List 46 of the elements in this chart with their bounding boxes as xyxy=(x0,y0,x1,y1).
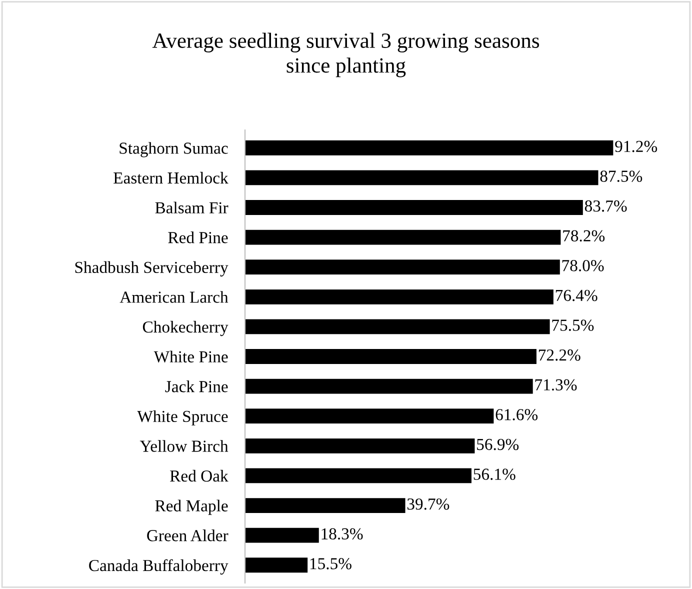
bar xyxy=(245,498,406,513)
data-label: 15.5% xyxy=(310,558,352,570)
bar xyxy=(245,558,308,573)
y-tick-label: Eastern Hemlock xyxy=(114,172,228,184)
bar xyxy=(245,319,550,334)
y-tick-label: Red Oak xyxy=(170,470,228,482)
bar xyxy=(245,349,536,364)
bar xyxy=(245,468,472,484)
data-label: 75.5% xyxy=(552,320,594,331)
y-tick-label: Staghorn Sumac xyxy=(120,142,228,158)
data-label: 56.1% xyxy=(474,468,516,480)
bar xyxy=(245,230,561,245)
data-label: 39.7% xyxy=(407,498,450,510)
data-label: 18.3% xyxy=(322,528,363,540)
data-label: 78.0% xyxy=(562,260,604,272)
y-tick-label: Yellow Birch xyxy=(140,440,228,452)
y-tick-label: Jack Pine xyxy=(165,380,228,392)
bar xyxy=(245,408,494,424)
data-label: 72.2% xyxy=(538,349,580,361)
data-label: 71.3% xyxy=(535,379,577,391)
y-tick-label: Green Alder xyxy=(147,530,228,542)
bar xyxy=(245,289,554,304)
bar xyxy=(245,140,614,156)
data-label: 91.2% xyxy=(615,140,658,152)
data-label: 78.2% xyxy=(563,230,605,242)
y-tick-label: White Spruce xyxy=(137,410,228,426)
data-label: 56.9% xyxy=(477,438,519,450)
data-label: 76.4% xyxy=(556,290,598,302)
bar xyxy=(245,438,475,454)
y-tick-label: American Larch xyxy=(120,291,228,303)
chart-title: Average seedling survival 3 growing seasons since planting xyxy=(152,32,540,78)
y-tick-label: Shadbush Serviceberry xyxy=(75,261,228,276)
y-tick-label: Balsam Fir xyxy=(155,202,228,214)
y-tick-label: Chokecherry xyxy=(142,320,228,336)
bar xyxy=(245,260,560,275)
bar xyxy=(245,378,533,394)
data-label: 87.5% xyxy=(600,170,642,182)
bar xyxy=(245,528,319,543)
y-tick-label: Red Pine xyxy=(168,232,228,244)
bar xyxy=(245,200,583,215)
y-tick-label: Red Maple xyxy=(155,500,228,515)
data-label: 83.7% xyxy=(584,200,627,212)
data-label: 61.6% xyxy=(496,409,538,420)
y-tick-label: White Pine xyxy=(154,350,228,363)
bar xyxy=(245,170,598,186)
y-tick-label: Canada Buffaloberry xyxy=(89,559,228,575)
